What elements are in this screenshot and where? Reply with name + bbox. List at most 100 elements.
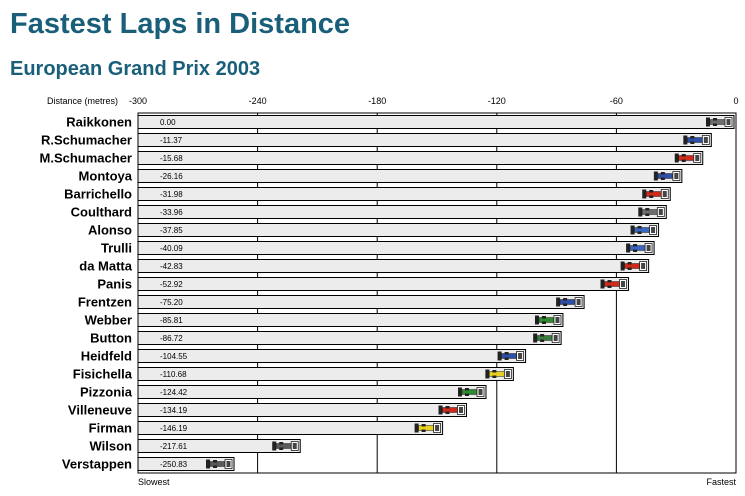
car-wheel-icon: [660, 177, 665, 180]
category-label: Webber: [85, 313, 132, 328]
category-label: Coulthard: [71, 205, 132, 220]
car-body-icon: [559, 299, 576, 305]
car-wheel-icon: [563, 303, 568, 306]
value-label: -86.72: [160, 334, 183, 343]
bar: [137, 295, 585, 309]
car-nose-icon: [518, 353, 523, 359]
value-label: -124.42: [160, 388, 188, 397]
car-nose-icon: [703, 137, 708, 143]
car-body-icon: [442, 407, 458, 413]
bar: [137, 367, 514, 381]
car-wheel-icon: [645, 213, 650, 216]
bar: [137, 169, 683, 183]
category-label: Wilson: [90, 439, 133, 454]
car-nose-icon: [662, 191, 667, 197]
car-rear-wing-icon: [674, 153, 679, 163]
car-wheel-icon: [633, 249, 638, 252]
category-label: Verstappen: [62, 457, 132, 472]
car-rear-wing-icon: [533, 333, 538, 343]
category-label: Trulli: [101, 241, 132, 256]
car-rear-wing-icon: [534, 315, 539, 325]
bar: [137, 385, 487, 399]
car-rear-wing-icon: [620, 261, 625, 271]
value-label: 0.00: [160, 118, 176, 127]
car-body-icon: [501, 353, 517, 359]
value-label: -26.16: [160, 172, 183, 181]
bar: [137, 349, 527, 363]
car-wheel-icon: [633, 244, 638, 247]
bar: [137, 439, 301, 453]
x-tick-label: 0: [733, 96, 738, 106]
value-label: -217.61: [160, 442, 188, 451]
car-body-icon: [461, 389, 478, 395]
bar: [137, 241, 655, 255]
car-wheel-icon: [445, 411, 450, 414]
car-nose-icon: [646, 245, 651, 251]
car-nose-icon: [553, 335, 558, 341]
car-wheel-icon: [713, 118, 717, 121]
x-axis-label: Distance (metres): [47, 96, 118, 106]
car-nose-icon: [435, 425, 440, 431]
car-wheel-icon: [541, 321, 546, 324]
car-nose-icon: [651, 227, 656, 233]
car-wheel-icon: [649, 195, 654, 198]
car-body-icon: [687, 137, 703, 143]
value-label: -104.55: [160, 352, 188, 361]
value-label: -42.83: [160, 262, 183, 271]
car-wheel-icon: [690, 136, 695, 139]
car-wheel-icon: [627, 267, 632, 270]
car-body-icon: [629, 245, 646, 251]
car-nose-icon: [555, 317, 560, 323]
category-label: R.Schumacher: [41, 133, 132, 148]
car-nose-icon: [459, 407, 464, 413]
category-label: Fisichella: [73, 367, 133, 382]
x-tick-label: -240: [249, 96, 267, 106]
x-tick-label: -180: [368, 96, 386, 106]
car-rear-wing-icon: [630, 225, 635, 235]
car-wheel-icon: [690, 141, 695, 144]
bar: [137, 277, 630, 291]
car-body-icon: [634, 227, 650, 233]
value-label: -134.19: [160, 406, 188, 415]
bar: [137, 205, 667, 219]
car-wheel-icon: [645, 208, 650, 211]
car-nose-icon: [726, 119, 731, 125]
car-wheel-icon: [213, 465, 218, 468]
car-wheel-icon: [563, 298, 568, 301]
car-rear-wing-icon: [653, 171, 658, 181]
car-body-icon: [536, 335, 553, 341]
slowest-label: Slowest: [138, 477, 170, 487]
car-wheel-icon: [421, 424, 426, 427]
category-label: Pizzonia: [80, 385, 133, 400]
value-label: -110.68: [160, 370, 187, 379]
category-label: Villeneuve: [68, 403, 132, 418]
car-rear-wing-icon: [626, 243, 631, 253]
fastest-label: Fastest: [706, 477, 736, 487]
page-title: Fastest Laps in Distance: [10, 8, 351, 40]
car-body-icon: [678, 155, 694, 161]
category-label: Heidfeld: [81, 349, 132, 364]
car-rear-wing-icon: [638, 207, 643, 217]
category-label: Raikkonen: [66, 115, 132, 130]
car-wheel-icon: [540, 334, 545, 337]
x-tick-label: -60: [610, 96, 623, 106]
car-wheel-icon: [492, 370, 497, 373]
car-rear-wing-icon: [272, 441, 277, 451]
bar: [137, 403, 468, 417]
value-label: -85.81: [160, 316, 183, 325]
bar: [137, 223, 660, 237]
bar: [137, 313, 564, 327]
category-label: da Matta: [79, 259, 133, 274]
bar: [137, 115, 735, 129]
car-body-icon: [642, 209, 658, 215]
car-wheel-icon: [421, 429, 426, 432]
car-nose-icon: [621, 281, 626, 287]
car-body-icon: [624, 263, 640, 269]
car-rear-wing-icon: [556, 297, 561, 307]
car-wheel-icon: [607, 280, 612, 283]
car-body-icon: [646, 191, 662, 197]
car-nose-icon: [576, 299, 581, 305]
value-label: -146.19: [160, 424, 188, 433]
car-wheel-icon: [541, 316, 546, 319]
car-nose-icon: [695, 155, 700, 161]
